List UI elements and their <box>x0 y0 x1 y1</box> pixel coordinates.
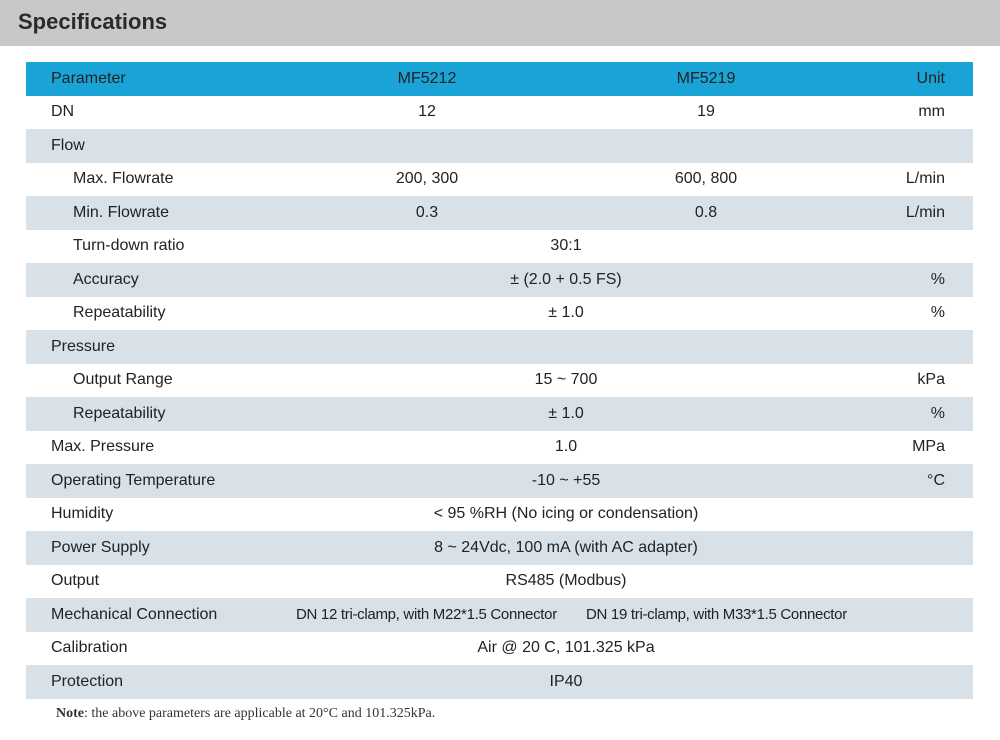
value-model-a: 12 <box>418 103 436 121</box>
table-row: DN 12 19 mm <box>26 96 973 130</box>
param-label: Power Supply <box>51 538 150 556</box>
spec-table: Parameter MF5212 MF5219 Unit DN 12 19 mm… <box>26 62 973 699</box>
param-group-label: Flow <box>51 136 85 154</box>
unit-value: L/min <box>905 170 945 188</box>
table-row: Protection IP40 <box>26 665 973 699</box>
unit-value: °C <box>927 471 945 489</box>
unit-value: L/min <box>905 203 945 221</box>
shared-value: 15 ~ 700 <box>534 371 598 389</box>
param-label: Operating Temperature <box>51 471 216 489</box>
unit-value: mm <box>918 103 945 121</box>
table-row: Calibration Air @ 20 C, 101.325 kPa <box>26 632 973 666</box>
param-label: Min. Flowrate <box>73 203 170 221</box>
shared-value: ± 1.0 <box>548 404 584 422</box>
param-label: Protection <box>51 672 124 690</box>
section-header: Specifications <box>0 0 1000 46</box>
note-label: Note <box>56 706 84 721</box>
shared-value: Air @ 20 C, 101.325 kPa <box>477 639 655 657</box>
table-row: Output RS485 (Modbus) <box>26 565 973 599</box>
header-model-b: MF5219 <box>676 69 736 87</box>
unit-value: % <box>930 270 945 288</box>
value-model-a: 0.3 <box>415 203 439 221</box>
table-row: Max. Flowrate 200, 300 600, 800 L/min <box>26 163 973 197</box>
value-model-b: 19 <box>697 103 715 121</box>
shared-value: ± 1.0 <box>548 304 584 322</box>
value-model-b: 0.8 <box>694 203 718 221</box>
param-label: Output Range <box>73 371 173 389</box>
value-model-a: 200, 300 <box>395 170 459 188</box>
table-row: Operating Temperature -10 ~ +55 °C <box>26 464 973 498</box>
value-model-a: DN 12 tri-clamp, with M22*1.5 Connector <box>296 606 557 624</box>
page-title: Specifications <box>18 9 168 34</box>
table-header-row: Parameter MF5212 MF5219 Unit <box>26 62 973 96</box>
table-row: Repeatability ± 1.0 % <box>26 397 973 431</box>
table-row: Pressure <box>26 330 973 364</box>
shared-value: 30:1 <box>550 237 582 255</box>
header-unit: Unit <box>916 69 945 87</box>
param-label: Max. Pressure <box>51 438 155 456</box>
param-group-label: Pressure <box>51 337 116 355</box>
table-row: Max. Pressure 1.0 MPa <box>26 431 973 465</box>
table-row: Flow <box>26 129 973 163</box>
shared-value: 1.0 <box>554 438 578 456</box>
table-row: Power Supply 8 ~ 24Vdc, 100 mA (with AC … <box>26 531 973 565</box>
header-parameter: Parameter <box>51 69 126 87</box>
param-label: Repeatability <box>73 304 166 322</box>
table-row: Humidity < 95 %RH (No icing or condensat… <box>26 498 973 532</box>
param-label: DN <box>51 103 75 121</box>
note-text: : the above parameters are applicable at… <box>84 706 436 721</box>
value-model-b: DN 19 tri-clamp, with M33*1.5 Connector <box>586 606 847 624</box>
value-model-b: 600, 800 <box>674 170 738 188</box>
table-row: Repeatability ± 1.0 % <box>26 297 973 331</box>
table-row: Output Range 15 ~ 700 kPa <box>26 364 973 398</box>
shared-value: 8 ~ 24Vdc, 100 mA (with AC adapter) <box>434 538 698 556</box>
header-model-a: MF5212 <box>397 69 457 87</box>
shared-value: -10 ~ +55 <box>531 471 601 489</box>
unit-value: kPa <box>917 371 945 389</box>
param-label: Max. Flowrate <box>73 170 174 188</box>
table-row: Min. Flowrate 0.3 0.8 L/min <box>26 196 973 230</box>
shared-value: < 95 %RH (No icing or condensation) <box>433 505 699 523</box>
param-label: Calibration <box>51 639 128 657</box>
unit-value: % <box>930 404 945 422</box>
param-label: Accuracy <box>73 270 139 288</box>
param-label: Output <box>51 572 100 590</box>
param-label: Repeatability <box>73 404 166 422</box>
param-label: Humidity <box>51 505 114 523</box>
shared-value: RS485 (Modbus) <box>505 572 627 590</box>
unit-value: MPa <box>912 438 945 456</box>
shared-value: ± (2.0 + 0.5 FS) <box>510 270 622 288</box>
param-label: Mechanical Connection <box>51 605 218 623</box>
unit-value: % <box>930 304 945 322</box>
shared-value: IP40 <box>549 672 583 690</box>
footnote: Note: the above parameters are applicabl… <box>56 706 435 722</box>
table-row: Mechanical Connection DN 12 tri-clamp, w… <box>26 598 973 632</box>
param-label: Turn-down ratio <box>73 237 185 255</box>
table-row: Turn-down ratio 30:1 <box>26 230 973 264</box>
table-row: Accuracy ± (2.0 + 0.5 FS) % <box>26 263 973 297</box>
